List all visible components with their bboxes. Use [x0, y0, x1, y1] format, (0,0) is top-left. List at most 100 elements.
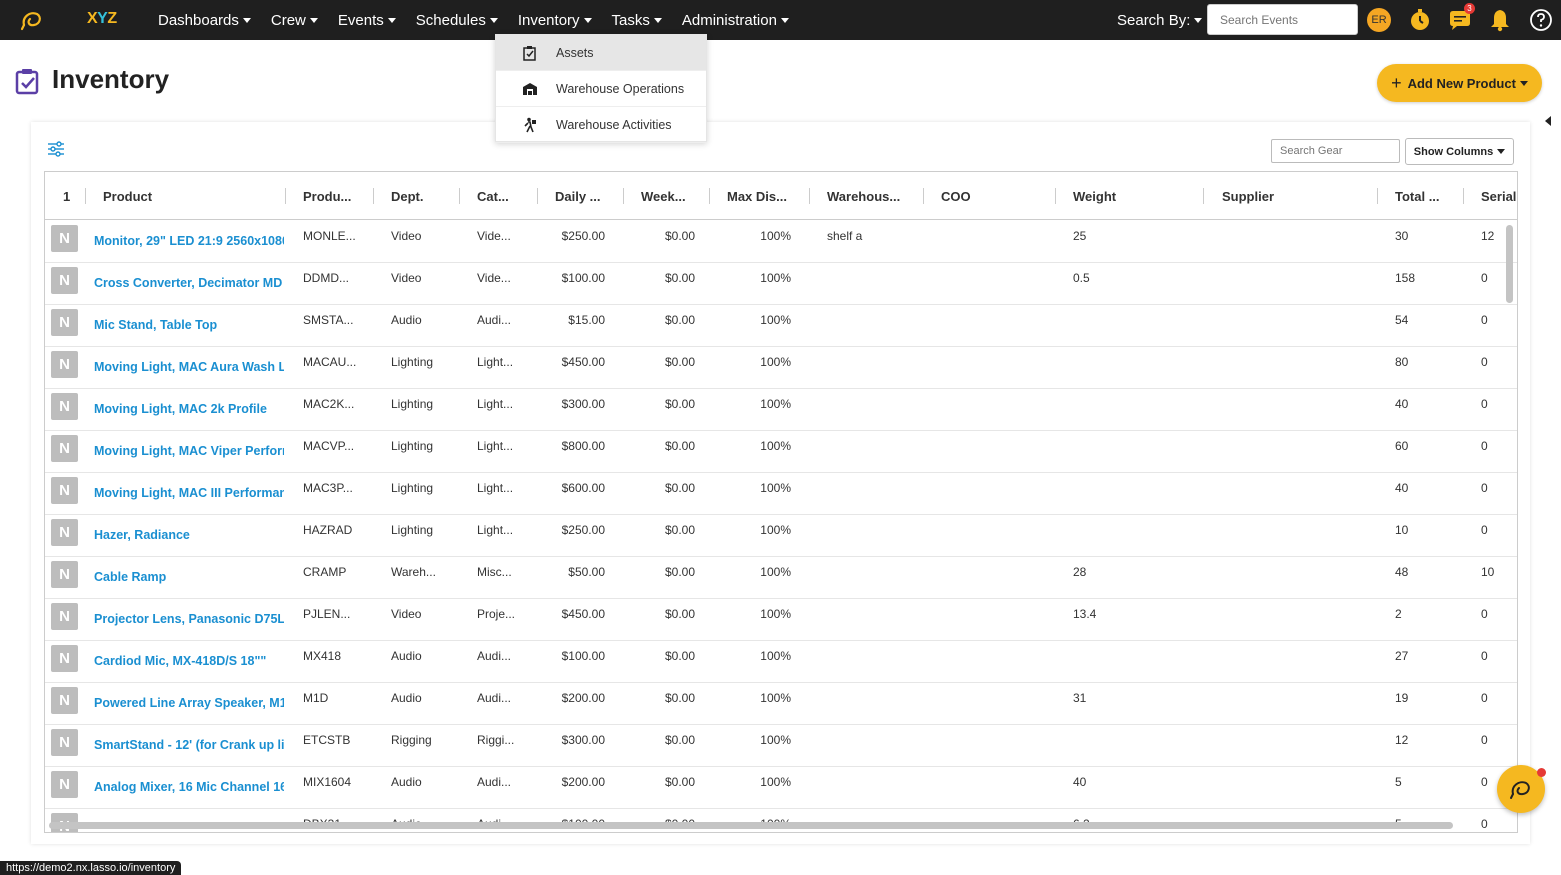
timer-icon[interactable] [1408, 8, 1432, 32]
help-icon[interactable] [1529, 8, 1553, 32]
menu-item-warehouse-operations[interactable]: Warehouse Operations [496, 71, 706, 107]
column-separator[interactable] [809, 188, 810, 204]
column-header-dept[interactable]: Dept. [381, 172, 425, 220]
product-name-link[interactable]: Hazer, Radiance [94, 528, 190, 542]
table-row[interactable]: N Moving Light, MAC 2k Profile MAC2K... Lig… [45, 389, 1517, 431]
column-separator[interactable] [1377, 188, 1378, 204]
table-row[interactable]: N Monitor, 29" LED 21:9 2560x1080 MONLE...… [45, 221, 1517, 263]
cell-cat: Light... [477, 355, 514, 369]
table-row[interactable]: N Cable Ramp CRAMP Wareh... Misc... $50.00 $0.… [45, 557, 1517, 599]
column-header-warehouse[interactable]: Warehous... [817, 172, 901, 220]
nav-administration[interactable]: Administration [682, 12, 789, 29]
product-name-link[interactable]: Analog Mixer, 16 Mic Channel 16 [94, 780, 284, 794]
table-row[interactable]: N Moving Light, MAC Viper Performance MACV… [45, 431, 1517, 473]
product-thumbnail: N [51, 645, 78, 672]
cell-weekly: $0.00 [664, 691, 695, 705]
table-header: 1 Product Produ... Dept. Cat... Daily ..… [45, 172, 1517, 220]
product-name-link[interactable]: Powered Line Array Speaker, M1D [94, 696, 284, 710]
messages-icon[interactable] [1448, 8, 1472, 32]
column-separator[interactable] [537, 188, 538, 204]
bell-icon[interactable] [1488, 8, 1512, 32]
show-columns-button[interactable]: Show Columns [1405, 138, 1514, 165]
nav-dashboards[interactable]: Dashboards [158, 12, 251, 29]
nav-crew[interactable]: Crew [271, 12, 318, 29]
product-name-link[interactable]: SmartStand - 12' (for Crank up lift) [94, 738, 284, 752]
product-name-link[interactable]: Monitor, 29" LED 21:9 2560x1080 [94, 234, 284, 248]
table-row[interactable]: N Projector Lens, Panasonic D75LE PJLEN...… [45, 599, 1517, 641]
column-separator[interactable] [373, 188, 374, 204]
cell-weekly: $0.00 [664, 397, 695, 411]
column-header-select[interactable]: 1 [53, 172, 71, 220]
avatar[interactable]: ER [1367, 8, 1391, 32]
table-row[interactable]: N Cross Converter, Decimator MD DDMD... Vid… [45, 263, 1517, 305]
table-row[interactable]: N Analog Mixer, 16 Mic Channel 16 MIX1604 A… [45, 767, 1517, 809]
column-separator[interactable] [459, 188, 460, 204]
add-new-product-button[interactable]: + Add New Product [1377, 64, 1542, 102]
chat-notification-dot [1537, 768, 1546, 777]
messages-badge: 3 [1464, 3, 1475, 14]
nav-label: Dashboards [158, 11, 239, 29]
cell-serial: 0 [1481, 733, 1488, 747]
column-header-category[interactable]: Cat... [467, 172, 510, 220]
column-separator[interactable] [1203, 188, 1204, 204]
table-row[interactable]: N Moving Light, MAC Aura Wash LED MACAU...… [45, 347, 1517, 389]
cell-code: MACAU... [303, 355, 357, 369]
column-header-weight[interactable]: Weight [1063, 172, 1117, 220]
menu-item-warehouse-activities[interactable]: Warehouse Activities [496, 107, 706, 143]
table-row[interactable]: N Moving Light, MAC III Performance MAC3P.… [45, 473, 1517, 515]
cell-dept: Audio [391, 313, 422, 327]
column-separator[interactable] [1055, 188, 1056, 204]
product-name-link[interactable]: Cable Ramp [94, 570, 167, 584]
search-by-dropdown[interactable]: Search By: [1117, 12, 1203, 29]
nav-schedules[interactable]: Schedules [416, 12, 498, 29]
column-header-supplier[interactable]: Supplier [1212, 172, 1275, 220]
column-separator[interactable] [623, 188, 624, 204]
nav-inventory[interactable]: Inventory [518, 12, 592, 29]
horizontal-scrollbar[interactable] [49, 822, 1453, 829]
table-row[interactable]: N Cardiod Mic, MX-418D/S 18"" MX418 Audio Au… [45, 641, 1517, 683]
column-separator[interactable] [285, 188, 286, 204]
product-name-link[interactable]: Moving Light, MAC Viper Performance [94, 444, 284, 458]
product-name-link[interactable]: Moving Light, MAC III Performance [94, 486, 284, 500]
column-header-total[interactable]: Total ... [1385, 172, 1441, 220]
brand-logo[interactable]: XYZ [87, 10, 117, 28]
column-separator[interactable] [85, 188, 86, 204]
inventory-dropdown-menu: Assets Warehouse Operations Warehouse Ac… [495, 34, 707, 143]
product-name-link[interactable]: Moving Light, MAC Aura Wash LED [94, 360, 284, 374]
search-events-input[interactable] [1207, 4, 1358, 35]
cell-maxdis: 100% [760, 313, 791, 327]
menu-item-assets[interactable]: Assets [496, 35, 706, 71]
column-separator[interactable] [923, 188, 924, 204]
product-thumbnail: N [51, 519, 78, 546]
column-header-max-discount[interactable]: Max Dis... [717, 172, 788, 220]
product-name-link[interactable]: Cardiod Mic, MX-418D/S 18"" [94, 654, 267, 668]
nav-tasks[interactable]: Tasks [612, 12, 662, 29]
table-row[interactable]: N SmartStand - 12' (for Crank up lift) ETC… [45, 725, 1517, 767]
column-separator[interactable] [1463, 188, 1464, 204]
product-name-link[interactable]: Mic Stand, Table Top [94, 318, 218, 332]
side-panel-toggle-icon[interactable] [1545, 116, 1551, 126]
column-header-coo[interactable]: COO [931, 172, 972, 220]
column-header-product[interactable]: Product [93, 172, 153, 220]
lasso-logo-icon[interactable] [20, 9, 44, 31]
table-row[interactable]: N Hazer, Radiance HAZRAD Lighting Light... $2… [45, 515, 1517, 557]
table-row[interactable]: N Powered Line Array Speaker, M1D M1D Audio… [45, 683, 1517, 725]
product-name-link[interactable]: Moving Light, MAC 2k Profile [94, 402, 267, 416]
filter-settings-icon[interactable] [47, 140, 65, 158]
column-separator[interactable] [709, 188, 710, 204]
product-name-link[interactable]: Cross Converter, Decimator MD [94, 276, 283, 290]
cell-total: 40 [1395, 481, 1409, 495]
vertical-scrollbar[interactable] [1506, 225, 1513, 303]
nav-events[interactable]: Events [338, 12, 396, 29]
table-row[interactable]: N Mic Stand, Table Top SMSTA... Audio Audi..… [45, 305, 1517, 347]
plus-icon: + [1391, 72, 1402, 93]
column-header-serial[interactable]: Serial [1471, 172, 1517, 220]
column-header-weekly[interactable]: Week... [631, 172, 687, 220]
cell-code: MAC2K... [303, 397, 355, 411]
column-header-daily[interactable]: Daily ... [545, 172, 602, 220]
product-name-link[interactable]: Projector Lens, Panasonic D75LE [94, 612, 284, 626]
cell-daily: $600.00 [561, 481, 605, 495]
column-header-product-code[interactable]: Produ... [293, 172, 352, 220]
search-gear-input[interactable] [1271, 139, 1400, 163]
